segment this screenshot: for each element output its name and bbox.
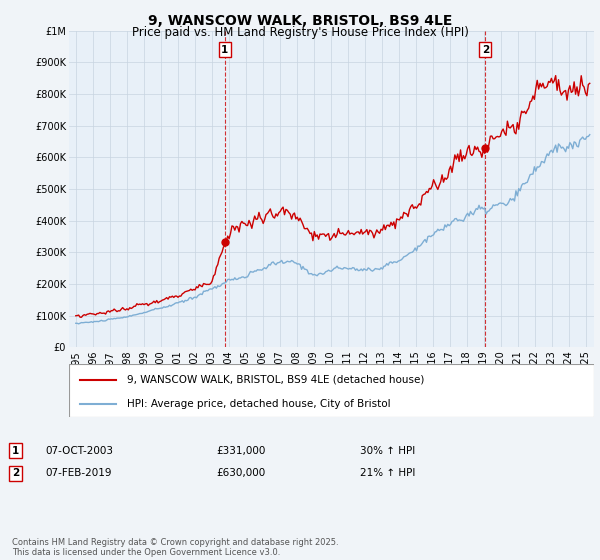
Text: 2: 2 — [482, 45, 489, 55]
Text: Contains HM Land Registry data © Crown copyright and database right 2025.
This d: Contains HM Land Registry data © Crown c… — [12, 538, 338, 557]
Text: 07-OCT-2003: 07-OCT-2003 — [45, 446, 113, 456]
Text: 1: 1 — [221, 45, 229, 55]
Text: 2: 2 — [12, 468, 19, 478]
Text: 30% ↑ HPI: 30% ↑ HPI — [360, 446, 415, 456]
Text: £630,000: £630,000 — [216, 468, 265, 478]
FancyBboxPatch shape — [69, 364, 594, 417]
Text: 9, WANSCOW WALK, BRISTOL, BS9 4LE: 9, WANSCOW WALK, BRISTOL, BS9 4LE — [148, 14, 452, 28]
Text: 21% ↑ HPI: 21% ↑ HPI — [360, 468, 415, 478]
Text: 9, WANSCOW WALK, BRISTOL, BS9 4LE (detached house): 9, WANSCOW WALK, BRISTOL, BS9 4LE (detac… — [127, 375, 424, 385]
Text: 07-FEB-2019: 07-FEB-2019 — [45, 468, 112, 478]
Text: HPI: Average price, detached house, City of Bristol: HPI: Average price, detached house, City… — [127, 399, 391, 409]
Text: Price paid vs. HM Land Registry's House Price Index (HPI): Price paid vs. HM Land Registry's House … — [131, 26, 469, 39]
Text: £331,000: £331,000 — [216, 446, 265, 456]
Text: 1: 1 — [12, 446, 19, 456]
